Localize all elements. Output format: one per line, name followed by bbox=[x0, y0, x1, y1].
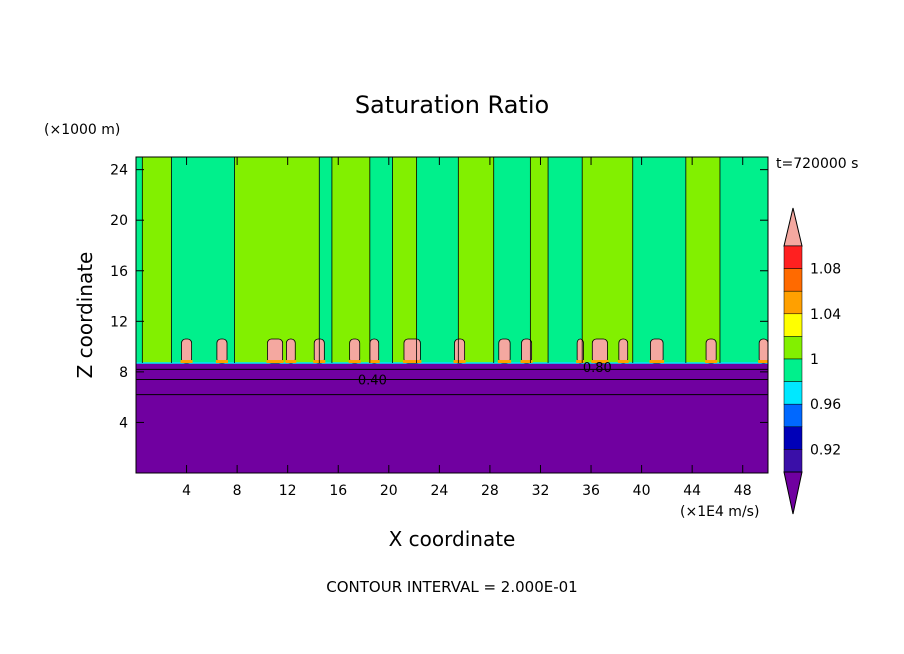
region-column-dark bbox=[632, 157, 686, 364]
region-column-light bbox=[458, 157, 494, 364]
region-cell-base bbox=[705, 360, 718, 364]
region-supersaturated-cell bbox=[591, 338, 608, 364]
region-column-light bbox=[530, 157, 549, 364]
x-tick-label: 20 bbox=[380, 483, 398, 499]
region-lower-layer bbox=[136, 363, 768, 473]
colorbar-level-label: 0.96 bbox=[810, 397, 841, 413]
region-column-dark bbox=[319, 157, 332, 364]
region-column-light bbox=[234, 157, 320, 364]
region-column-light bbox=[392, 157, 417, 364]
region-cell-base bbox=[215, 360, 229, 364]
colorbar-top-arrow bbox=[783, 207, 803, 247]
x-tick-label: 48 bbox=[734, 483, 752, 499]
region-column-dark bbox=[369, 157, 393, 364]
region-column-dark bbox=[493, 157, 531, 364]
colorbar-bottom-arrow bbox=[783, 471, 803, 515]
region-cell-base bbox=[617, 360, 629, 364]
region-supersaturated-cell bbox=[267, 338, 284, 364]
y-tick-label: 24 bbox=[110, 163, 128, 179]
colorbar-bin bbox=[783, 426, 803, 450]
colorbar: 0.92 0.96 1 1.04 1.08 bbox=[783, 207, 841, 515]
region-column-light bbox=[331, 157, 370, 364]
region-supersaturated-cell bbox=[286, 338, 296, 364]
colorbar-bin bbox=[783, 336, 803, 360]
y-tick-label: 8 bbox=[119, 365, 128, 381]
region-cell-base bbox=[497, 360, 512, 364]
time-label: t=720000 s bbox=[776, 156, 858, 172]
plot-frame bbox=[135, 156, 769, 474]
contour-lines: 0.40 0.80 bbox=[136, 157, 768, 396]
region-cell-base bbox=[348, 360, 361, 364]
region-cell-base bbox=[520, 360, 533, 364]
region-cell-base bbox=[180, 360, 193, 364]
region-cell-base bbox=[402, 360, 422, 364]
y-tick-label: 16 bbox=[110, 264, 128, 280]
region-supersaturated-cell bbox=[369, 338, 380, 364]
y-unit-label: (×1000 m) bbox=[44, 122, 120, 138]
colorbar-level-label: 0.92 bbox=[810, 442, 841, 458]
x-tick-label: 16 bbox=[329, 483, 347, 499]
colorbar-bin bbox=[783, 358, 803, 382]
x-tick-label: 8 bbox=[233, 483, 242, 499]
region-supersaturated-cell bbox=[618, 338, 629, 364]
region-cell-base bbox=[591, 360, 609, 364]
region-column-dark bbox=[136, 157, 143, 364]
region-column-dark bbox=[171, 157, 235, 364]
region-cell-base bbox=[368, 360, 380, 364]
region-column-light bbox=[685, 157, 720, 364]
colorbar-bin bbox=[783, 449, 803, 473]
saturation-field bbox=[136, 157, 768, 473]
region-column-dark bbox=[416, 157, 459, 364]
region-supersaturated-cell bbox=[650, 338, 664, 364]
colorbar-bin bbox=[783, 290, 803, 315]
y-tick-label: 20 bbox=[110, 213, 128, 229]
contour-label: 0.80 bbox=[583, 361, 612, 376]
x-unit-label: (×1E4 m/s) bbox=[680, 504, 759, 520]
region-supersaturated-cell bbox=[216, 338, 228, 364]
x-axis-label: X coordinate bbox=[389, 527, 516, 551]
region-column-dark bbox=[548, 157, 583, 364]
x-tick-label: 40 bbox=[633, 483, 651, 499]
colorbar-bin bbox=[783, 403, 803, 428]
colorbar-bin bbox=[783, 245, 803, 269]
colorbar-bin bbox=[783, 268, 803, 292]
region-cell-base bbox=[285, 360, 297, 364]
region-supersaturated-cell bbox=[403, 338, 421, 364]
chart-title: Saturation Ratio bbox=[355, 91, 549, 119]
y-axis-label: Z coordinate bbox=[73, 252, 97, 379]
x-tick-label: 24 bbox=[430, 483, 448, 499]
colorbar-level-label: 1 bbox=[810, 352, 819, 368]
y-tick-label: 12 bbox=[110, 314, 128, 330]
region-column-dark bbox=[719, 157, 768, 364]
region-supersaturated-cell bbox=[758, 338, 768, 364]
contour-label: 0.40 bbox=[358, 373, 387, 388]
region-supersaturated-cell bbox=[349, 338, 361, 364]
x-tick-label: 28 bbox=[481, 483, 499, 499]
region-supersaturated-cell bbox=[181, 338, 193, 364]
region-cell-base bbox=[266, 360, 284, 364]
region-cell-base bbox=[576, 360, 585, 364]
colorbar-level-label: 1.04 bbox=[810, 307, 841, 323]
region-cell-base bbox=[453, 360, 466, 364]
x-tick-label: 44 bbox=[683, 483, 701, 499]
region-supersaturated-cell bbox=[454, 338, 466, 364]
y-tick-label: 4 bbox=[119, 415, 128, 431]
region-supersaturated-cell bbox=[498, 338, 511, 364]
x-tick-label: 4 bbox=[182, 483, 191, 499]
contour-interval-footer: CONTOUR INTERVAL = 2.000E-01 bbox=[326, 578, 577, 596]
region-cell-base bbox=[758, 360, 768, 364]
colorbar-bin bbox=[783, 381, 803, 405]
region-column-light bbox=[142, 157, 172, 364]
region-column-light bbox=[582, 157, 633, 364]
region-cell-base bbox=[649, 360, 665, 364]
colorbar-level-label: 1.08 bbox=[810, 262, 841, 278]
region-supersaturated-cell bbox=[705, 338, 717, 364]
x-tick-label: 12 bbox=[279, 483, 297, 499]
x-tick-label: 32 bbox=[532, 483, 550, 499]
colorbar-bin bbox=[783, 313, 803, 337]
x-tick-label: 36 bbox=[582, 483, 600, 499]
